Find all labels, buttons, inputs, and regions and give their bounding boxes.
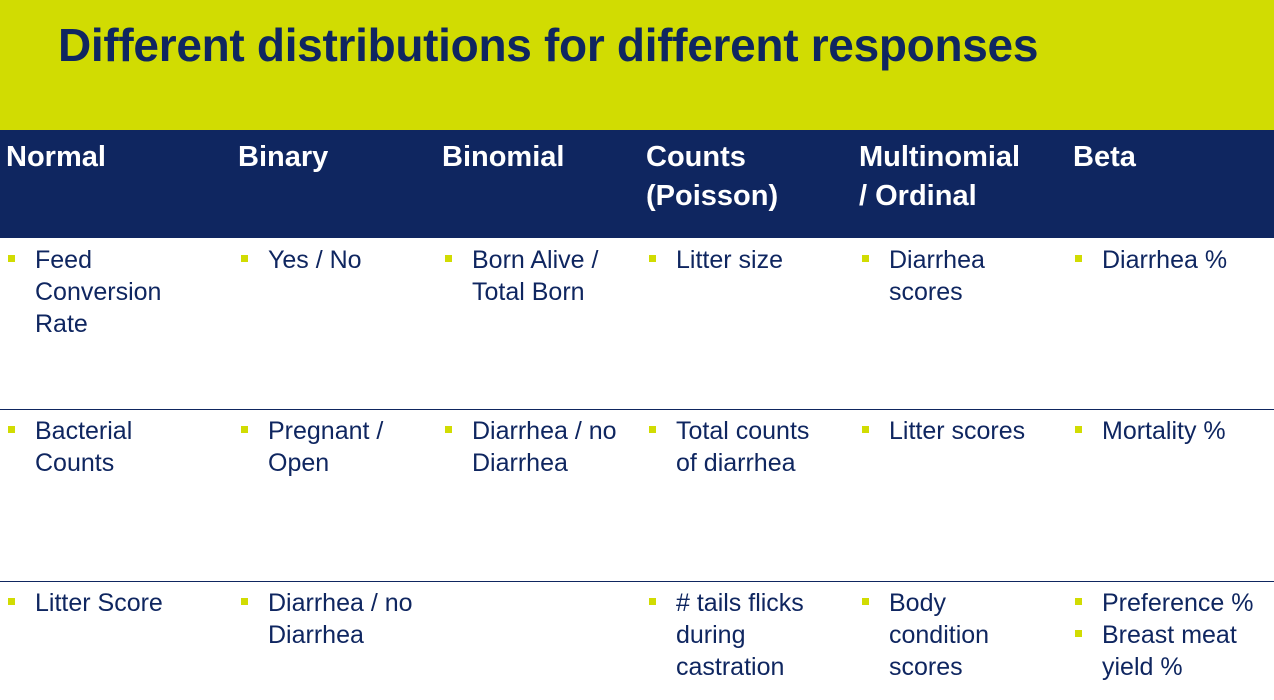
list-item: # tails flicks during castration [647, 587, 837, 683]
table-cell: Mortality % [1073, 415, 1273, 447]
list-item-text: Mortality % [1102, 417, 1226, 445]
square-bullet-icon [241, 255, 248, 262]
column-header-line: Counts [646, 141, 746, 173]
square-bullet-icon [649, 426, 656, 433]
list-item-text: Preference % [1102, 589, 1254, 617]
list-item: Preference % [1073, 587, 1273, 619]
table-cell: Litter size [647, 244, 837, 276]
square-bullet-icon [862, 255, 869, 262]
square-bullet-icon [649, 255, 656, 262]
list-item: Mortality % [1073, 415, 1273, 447]
table-cell: Feed Conversion Rate [6, 244, 206, 340]
table-cell: Born Alive / Total Born [443, 244, 628, 308]
column-header: Counts (Poisson) [646, 138, 778, 216]
column-header: Binomial [442, 138, 564, 177]
column-header-line: (Poisson) [646, 180, 779, 212]
square-bullet-icon [1075, 255, 1082, 262]
list-item-text: Diarrhea / no Diarrhea [268, 589, 413, 649]
list-item-text: Born Alive / Total Born [472, 246, 599, 306]
table-cell: Diarrhea / no Diarrhea [443, 415, 628, 479]
list-item-text: # tails flicks during castration [676, 589, 804, 681]
row-divider [0, 409, 1274, 410]
square-bullet-icon [241, 598, 248, 605]
column-header-line: Beta [1073, 141, 1136, 173]
list-item-text: Litter Score [35, 589, 163, 617]
column-header-line: Binomial [442, 141, 565, 173]
square-bullet-icon [862, 426, 869, 433]
square-bullet-icon [445, 426, 452, 433]
square-bullet-icon [8, 598, 15, 605]
list-item: Body condition scores [860, 587, 1050, 683]
square-bullet-icon [8, 426, 15, 433]
list-item: Yes / No [239, 244, 414, 276]
table-cell: Preference % Breast meat yield % [1073, 587, 1273, 683]
list-item-text: Total counts of diarrhea [676, 417, 810, 477]
list-item-text: Breast meat yield % [1102, 621, 1237, 681]
list-item-text: Body condition scores [889, 589, 990, 681]
column-header-line: / Ordinal [859, 180, 977, 212]
column-header-line: Binary [238, 141, 329, 173]
list-item: Diarrhea / no Diarrhea [239, 587, 414, 651]
column-header-line: Normal [6, 141, 106, 173]
table-cell: Bacterial Counts [6, 415, 206, 479]
column-header: Binary [238, 138, 328, 177]
list-item: Diarrhea scores [860, 244, 1050, 308]
square-bullet-icon [649, 598, 656, 605]
column-header: Normal [6, 138, 106, 177]
column-header: Beta [1073, 138, 1136, 177]
column-header: Multinomial / Ordinal [859, 138, 1020, 216]
column-header-line: Multinomial [859, 141, 1021, 173]
table-cell: Litter Score [6, 587, 206, 619]
list-item-text: Pregnant / Open [268, 417, 384, 477]
list-item: Total counts of diarrhea [647, 415, 837, 479]
table-cell: # tails flicks during castration [647, 587, 837, 683]
table-cell: Total counts of diarrhea [647, 415, 837, 479]
square-bullet-icon [445, 255, 452, 262]
list-item-text: Litter scores [889, 417, 1026, 445]
list-item-text: Diarrhea scores [889, 246, 985, 306]
square-bullet-icon [1075, 630, 1082, 637]
list-item: Litter Score [6, 587, 206, 619]
list-item-text: Diarrhea / no Diarrhea [472, 417, 617, 477]
table-cell: Litter scores [860, 415, 1050, 447]
table-cell: Diarrhea / no Diarrhea [239, 587, 414, 651]
list-item: Feed Conversion Rate [6, 244, 206, 340]
list-item-text: Feed Conversion Rate [35, 246, 162, 338]
table-cell: Diarrhea % [1073, 244, 1273, 276]
list-item-text: Diarrhea % [1102, 246, 1228, 274]
list-item: Litter size [647, 244, 837, 276]
list-item: Pregnant / Open [239, 415, 414, 479]
square-bullet-icon [241, 426, 248, 433]
square-bullet-icon [8, 255, 15, 262]
list-item-text: Bacterial Counts [35, 417, 133, 477]
table-cell: Body condition scores [860, 587, 1050, 683]
list-item: Breast meat yield % [1073, 619, 1273, 683]
list-item-text: Litter size [676, 246, 783, 274]
list-item: Born Alive / Total Born [443, 244, 628, 308]
list-item-text: Yes / No [268, 246, 362, 274]
slide-title: Different distributions for different re… [58, 19, 1039, 71]
table-cell: Pregnant / Open [239, 415, 414, 479]
row-divider [0, 581, 1274, 582]
table-cell: Diarrhea scores [860, 244, 1050, 308]
list-item: Diarrhea / no Diarrhea [443, 415, 628, 479]
list-item: Litter scores [860, 415, 1050, 447]
table-header-band [0, 130, 1274, 238]
square-bullet-icon [1075, 426, 1082, 433]
table-cell: Yes / No [239, 244, 414, 276]
square-bullet-icon [862, 598, 869, 605]
title-band [0, 0, 1274, 130]
list-item: Diarrhea % [1073, 244, 1273, 276]
list-item: Bacterial Counts [6, 415, 206, 479]
square-bullet-icon [1075, 598, 1082, 605]
